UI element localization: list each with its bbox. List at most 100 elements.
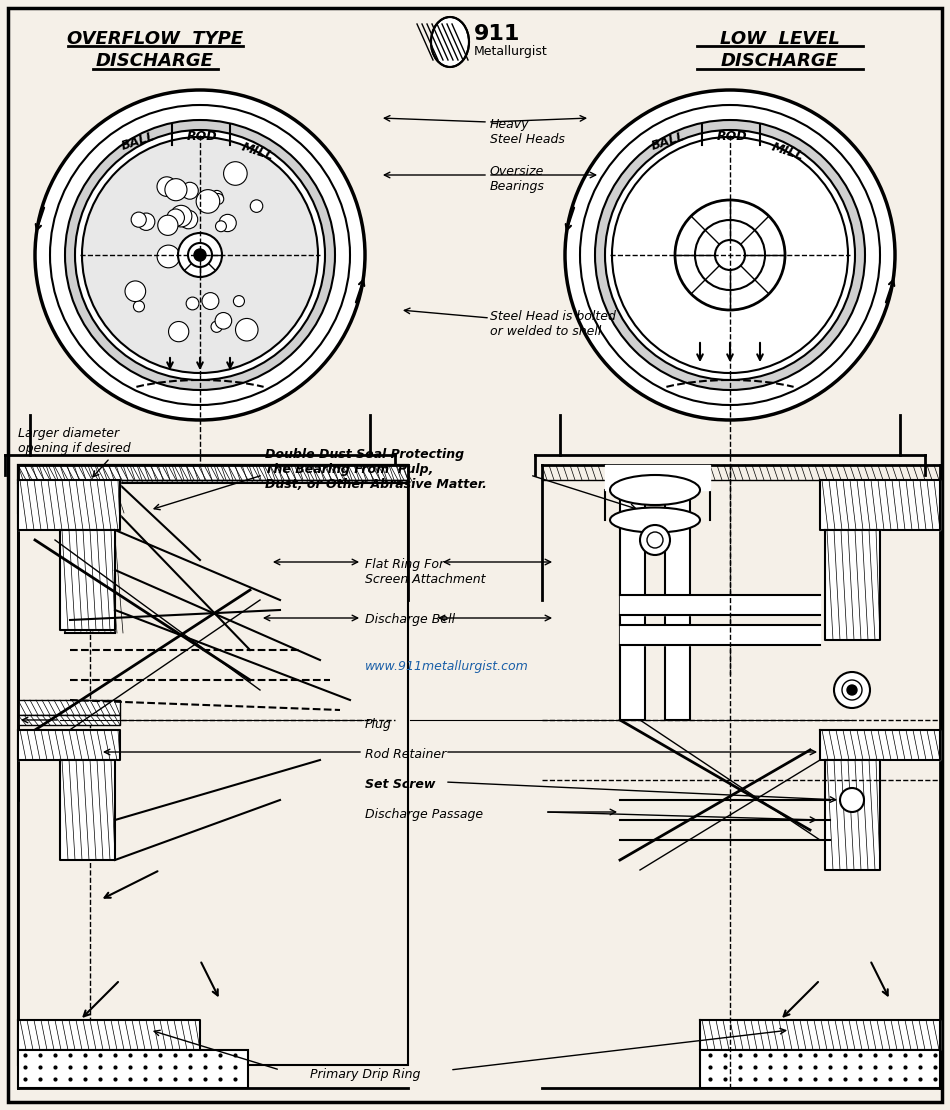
Bar xyxy=(18,465,408,480)
Text: www.911metallurgist.com: www.911metallurgist.com xyxy=(365,660,529,673)
Text: Metallurgist: Metallurgist xyxy=(474,46,548,59)
Ellipse shape xyxy=(610,475,700,505)
Polygon shape xyxy=(60,529,115,630)
Circle shape xyxy=(223,162,247,185)
Text: Discharge Bell: Discharge Bell xyxy=(365,613,455,626)
Circle shape xyxy=(194,249,206,261)
Bar xyxy=(18,700,120,715)
Text: BALL: BALL xyxy=(120,130,157,153)
Circle shape xyxy=(125,281,145,302)
Circle shape xyxy=(131,212,146,228)
Circle shape xyxy=(202,293,218,310)
Circle shape xyxy=(158,215,178,235)
Polygon shape xyxy=(825,529,880,640)
Bar xyxy=(18,465,408,480)
Text: BALL: BALL xyxy=(649,130,687,153)
Circle shape xyxy=(168,322,189,342)
Bar xyxy=(65,513,115,633)
Ellipse shape xyxy=(431,17,469,67)
Text: Set Screw: Set Screw xyxy=(365,778,435,791)
Polygon shape xyxy=(620,595,820,615)
Circle shape xyxy=(35,90,365,420)
Bar xyxy=(700,1050,940,1088)
Circle shape xyxy=(842,680,862,700)
Polygon shape xyxy=(700,1020,940,1050)
Ellipse shape xyxy=(610,507,700,533)
Circle shape xyxy=(834,672,870,708)
Circle shape xyxy=(675,200,785,310)
Circle shape xyxy=(565,90,895,420)
Circle shape xyxy=(167,209,184,226)
Circle shape xyxy=(847,685,857,695)
Circle shape xyxy=(234,295,244,306)
Bar xyxy=(18,1050,248,1088)
Circle shape xyxy=(612,137,848,373)
Circle shape xyxy=(605,130,855,380)
Circle shape xyxy=(695,220,765,290)
Circle shape xyxy=(170,205,192,226)
Polygon shape xyxy=(620,625,820,645)
Circle shape xyxy=(840,788,864,813)
Circle shape xyxy=(199,238,209,248)
Circle shape xyxy=(133,301,144,312)
Circle shape xyxy=(250,200,263,212)
Bar xyxy=(18,715,120,725)
Circle shape xyxy=(215,313,232,330)
Circle shape xyxy=(65,120,335,390)
Circle shape xyxy=(188,243,212,268)
Polygon shape xyxy=(665,480,690,720)
Text: Flat Ring For
Screen Attachment: Flat Ring For Screen Attachment xyxy=(365,558,485,586)
Text: DISCHARGE: DISCHARGE xyxy=(96,52,214,70)
Circle shape xyxy=(165,179,187,201)
Circle shape xyxy=(138,213,155,231)
Circle shape xyxy=(647,532,663,548)
Circle shape xyxy=(75,130,325,380)
Text: ROD: ROD xyxy=(716,130,748,143)
Polygon shape xyxy=(605,465,710,490)
Polygon shape xyxy=(60,760,115,860)
Text: Discharge Passage: Discharge Passage xyxy=(365,808,484,821)
Text: OVERFLOW  TYPE: OVERFLOW TYPE xyxy=(66,30,243,48)
Polygon shape xyxy=(825,760,880,870)
Text: ROD: ROD xyxy=(187,130,218,143)
Circle shape xyxy=(157,176,177,196)
Circle shape xyxy=(715,240,745,270)
Circle shape xyxy=(197,265,208,276)
Text: Steel Head is bolted
or welded to shell.: Steel Head is bolted or welded to shell. xyxy=(490,310,616,339)
Text: LOW  LEVEL: LOW LEVEL xyxy=(720,30,840,48)
Circle shape xyxy=(178,233,222,278)
Circle shape xyxy=(50,105,350,405)
Text: Oversize
Bearings: Oversize Bearings xyxy=(490,165,545,193)
Polygon shape xyxy=(18,730,120,760)
Circle shape xyxy=(211,321,222,332)
Text: MILL: MILL xyxy=(240,140,276,163)
Circle shape xyxy=(196,190,219,213)
Text: DISCHARGE: DISCHARGE xyxy=(721,52,839,70)
Circle shape xyxy=(640,525,670,555)
Polygon shape xyxy=(18,1020,200,1050)
Text: Heavy
Steel Heads: Heavy Steel Heads xyxy=(490,118,565,147)
Circle shape xyxy=(157,245,180,268)
Text: Rod Retainer: Rod Retainer xyxy=(365,748,446,761)
Circle shape xyxy=(236,319,258,341)
Polygon shape xyxy=(18,480,120,529)
Circle shape xyxy=(82,137,318,373)
Circle shape xyxy=(186,297,199,310)
Circle shape xyxy=(216,221,226,232)
Circle shape xyxy=(595,120,865,390)
Text: 911: 911 xyxy=(474,24,521,44)
Circle shape xyxy=(180,210,198,229)
Circle shape xyxy=(219,214,237,232)
Text: MILL: MILL xyxy=(770,140,806,163)
Polygon shape xyxy=(620,480,645,720)
Text: Primary Drip Ring: Primary Drip Ring xyxy=(310,1068,420,1081)
Circle shape xyxy=(580,105,880,405)
Bar xyxy=(18,483,118,513)
Text: Larger diameter
opening if desired: Larger diameter opening if desired xyxy=(18,427,130,455)
Circle shape xyxy=(211,191,223,203)
Bar xyxy=(18,465,408,1064)
Polygon shape xyxy=(820,730,940,760)
Bar xyxy=(18,465,408,483)
Circle shape xyxy=(181,182,199,199)
Text: Plug: Plug xyxy=(365,718,391,731)
